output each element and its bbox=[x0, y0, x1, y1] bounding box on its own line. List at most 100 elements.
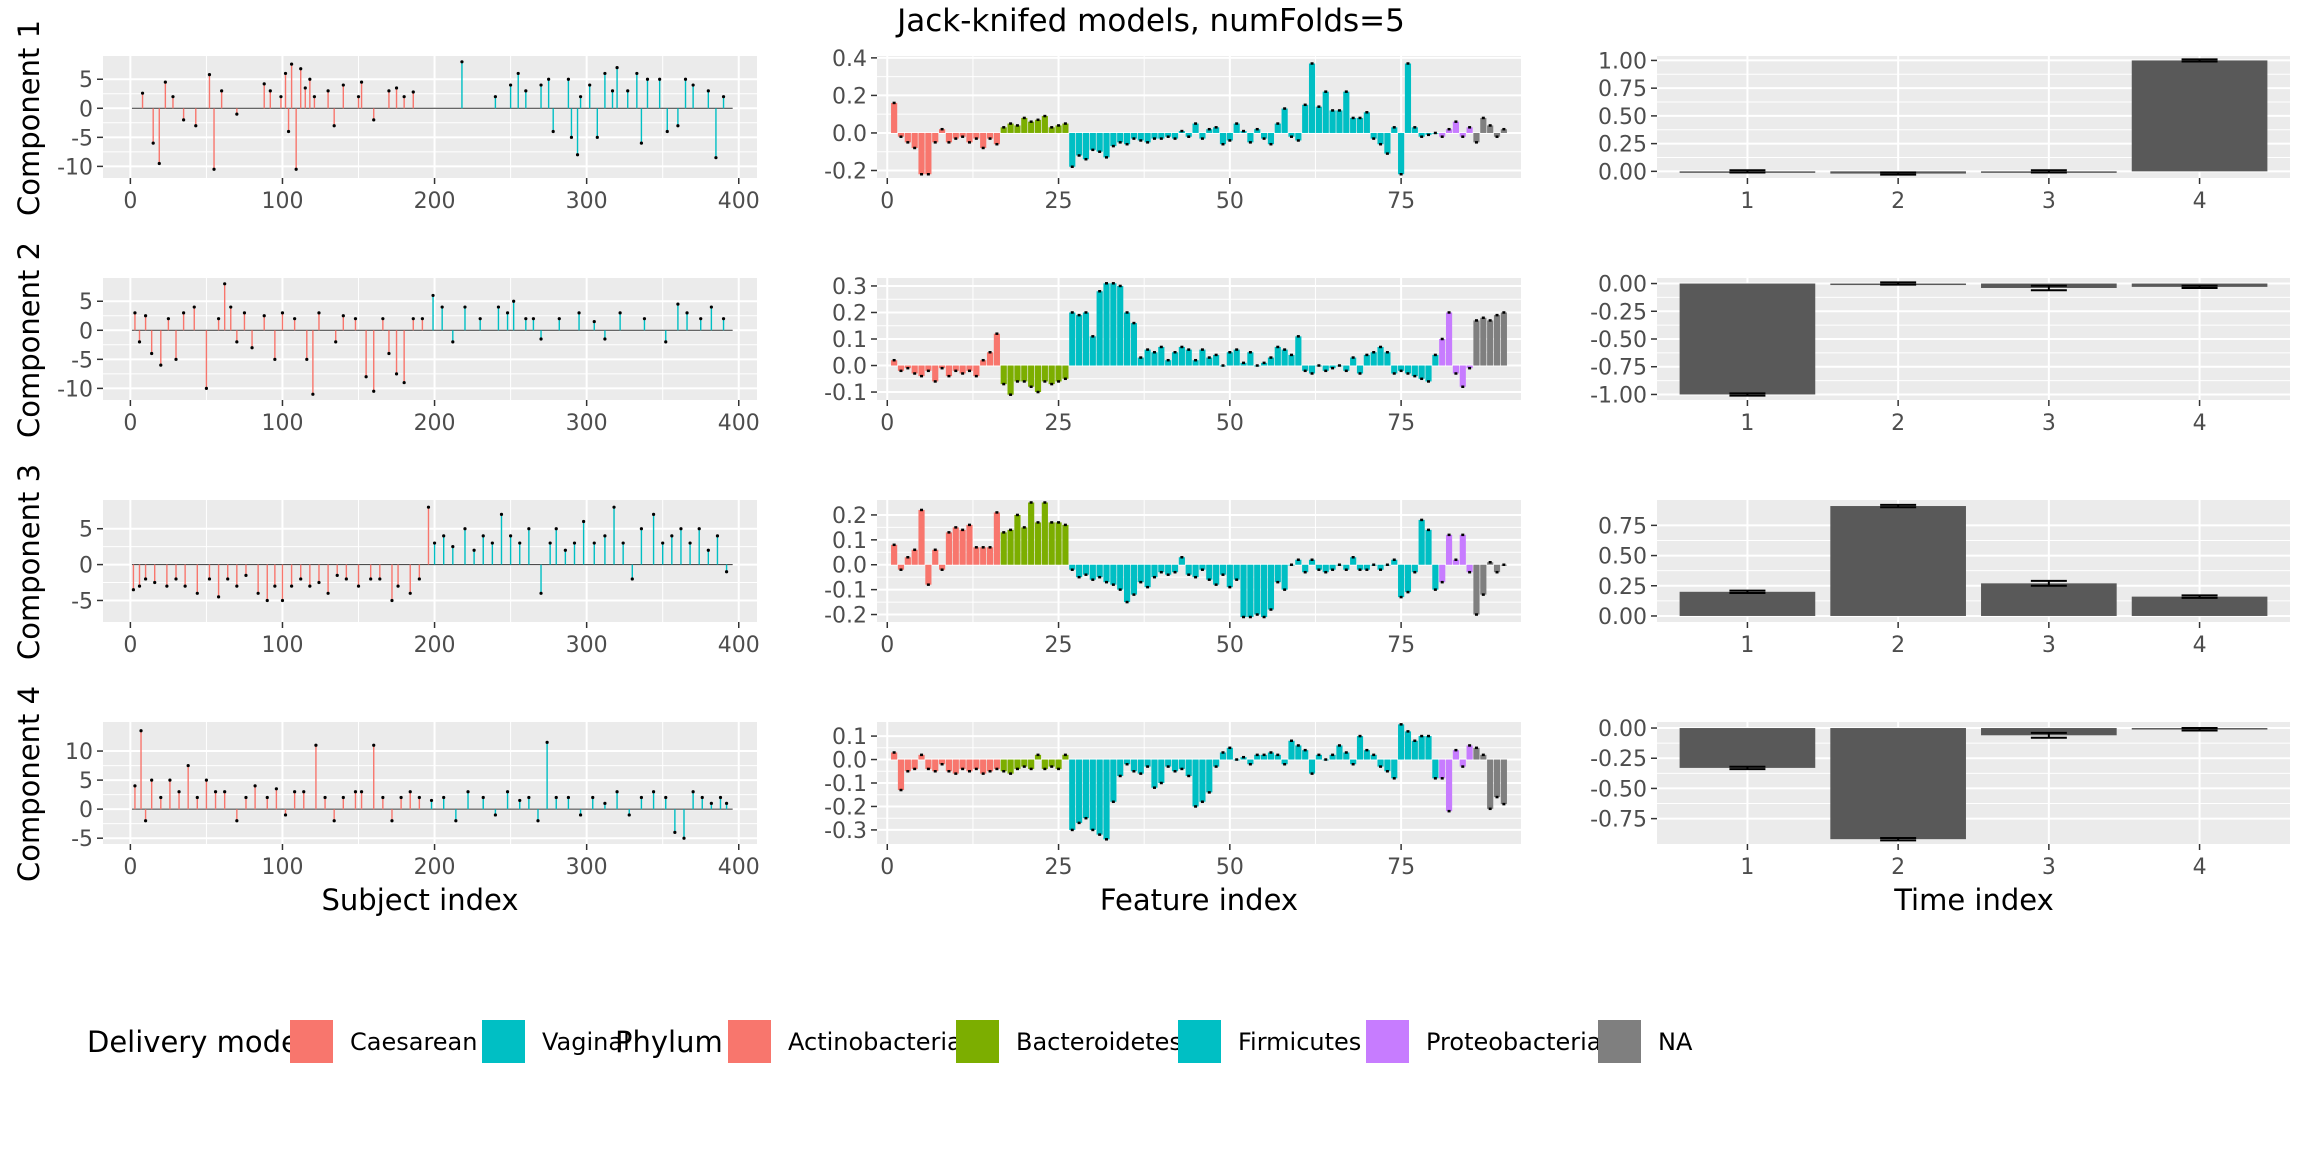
subject-c2-spike-cap bbox=[174, 357, 178, 361]
subject-c3-spike-cap bbox=[280, 598, 285, 603]
feature-c3-bar bbox=[1363, 564, 1370, 570]
subject-c2-spike-cap bbox=[166, 317, 170, 321]
subject-c1-spike-cap bbox=[235, 112, 239, 116]
feature-c1-xtick-label: 0 bbox=[880, 189, 894, 214]
feature-c4-bar bbox=[1350, 759, 1357, 765]
subject-c2-spike-cap bbox=[192, 305, 196, 309]
feature-c4-bar bbox=[1370, 754, 1377, 760]
row-label-1: Component 1 bbox=[12, 20, 46, 216]
subject-c2-xtick-label: 0 bbox=[123, 411, 137, 436]
time-c4-ytick-label: -0.50 bbox=[1590, 777, 1647, 802]
feature-c3-bar bbox=[1055, 522, 1062, 565]
feature-c4-bar bbox=[1021, 759, 1028, 767]
subject-c4-spike-cap bbox=[390, 819, 394, 823]
feature-c2-bar bbox=[1343, 365, 1350, 371]
feature-c4-bar bbox=[1041, 759, 1048, 769]
feature-c2-bar bbox=[939, 365, 946, 369]
feature-c3-xtick-label: 25 bbox=[1045, 633, 1073, 658]
feature-c4-bar bbox=[911, 759, 918, 769]
feature-c4-bar bbox=[1315, 754, 1322, 760]
time-c2-ytick-label: -1.00 bbox=[1590, 383, 1647, 408]
subject-c3-xtick-label: 300 bbox=[566, 633, 608, 658]
subject-c2-spike-cap bbox=[557, 317, 561, 321]
feature-c4-bar bbox=[1288, 740, 1295, 760]
feature-c2-bar bbox=[966, 365, 973, 371]
feature-c1-bar bbox=[1480, 117, 1487, 133]
feature-c1-bar bbox=[1007, 123, 1014, 133]
feature-c3-bar bbox=[1308, 559, 1316, 565]
feature-c3-bar bbox=[1165, 564, 1172, 575]
feature-c2-bar bbox=[1041, 365, 1048, 382]
feature-c2-bar bbox=[1356, 365, 1364, 374]
feature-c1-bar bbox=[1199, 132, 1206, 139]
feature-c2-bar bbox=[1302, 365, 1309, 371]
legend-label-firmicutes: Firmicutes bbox=[1238, 1028, 1361, 1056]
subject-c2-spike-cap bbox=[603, 337, 607, 341]
feature-c1-bar bbox=[1219, 132, 1227, 145]
subject-c3-ytick-label: 0 bbox=[79, 554, 93, 579]
subject-c3-spike-cap bbox=[195, 591, 199, 595]
feature-c1-background bbox=[877, 56, 1521, 178]
feature-c3-bar bbox=[1069, 564, 1076, 570]
feature-c1-bar bbox=[980, 132, 987, 148]
legend-label-bacteroidetes: Bacteroidetes bbox=[1016, 1028, 1182, 1056]
subject-c3-ytick-label: -5 bbox=[71, 589, 93, 614]
feature-c3-bar bbox=[904, 557, 911, 565]
legend-key-vaginal bbox=[482, 1020, 525, 1063]
subject-c4-spike-cap bbox=[700, 795, 704, 800]
feature-c2-bar bbox=[1206, 357, 1213, 366]
feature-c3-bar bbox=[1178, 557, 1185, 565]
feature-c2-ytick-label: 0.1 bbox=[832, 328, 867, 353]
feature-c3-bar bbox=[1302, 564, 1309, 573]
feature-c1-bar bbox=[1076, 132, 1083, 156]
subject-c3-spike-cap bbox=[572, 541, 577, 545]
subject-c1-spike-cap bbox=[262, 82, 266, 86]
subject-c3-spike-cap bbox=[472, 548, 476, 552]
feature-c4-bar bbox=[1069, 759, 1076, 830]
feature-c4-ytick-label: 0.1 bbox=[832, 725, 867, 750]
subject-c3-spike-cap bbox=[724, 570, 729, 574]
subject-c3-spike-cap bbox=[442, 534, 446, 538]
subject-c4-spike-cap bbox=[639, 795, 644, 800]
feature-c1-ytick-label: -0.2 bbox=[824, 159, 867, 184]
subject-c2-xtick-label: 400 bbox=[718, 411, 760, 436]
feature-c2-bar bbox=[945, 365, 953, 377]
subject-c1-spike-cap bbox=[341, 83, 345, 87]
feature-c1-bar bbox=[1322, 91, 1329, 133]
feature-c2-bar bbox=[1384, 352, 1391, 366]
feature-c1-bar bbox=[1247, 132, 1254, 143]
feature-c2-bar bbox=[1171, 352, 1179, 366]
feature-c4-bar bbox=[1014, 759, 1021, 769]
feature-c3-bar bbox=[932, 549, 939, 565]
subject-c4-spike-cap bbox=[417, 795, 421, 800]
subject-c3-spike-cap bbox=[527, 527, 531, 531]
time-c4-panel: -0.75 -0.50 -0.25 0.00 1 2 3 4 bbox=[1590, 717, 2290, 880]
feature-c1-bar bbox=[993, 132, 1000, 145]
subject-c4-spike-cap bbox=[682, 836, 686, 840]
subject-c3-spike-cap bbox=[481, 534, 485, 538]
time-c3-ytick-label: 0.75 bbox=[1598, 514, 1647, 539]
feature-c3-bar bbox=[1028, 502, 1035, 565]
feature-c3-bar bbox=[1082, 564, 1090, 575]
subject-c4-spike-cap bbox=[591, 795, 595, 800]
subject-c1-spike-cap bbox=[194, 124, 198, 128]
feature-c2-bar bbox=[1274, 346, 1281, 366]
subject-c2-spike-cap bbox=[133, 311, 137, 315]
feature-c4-bar bbox=[1199, 759, 1206, 802]
feature-c4-bar bbox=[1384, 759, 1391, 772]
subject-c3-xtick-label: 400 bbox=[718, 633, 760, 658]
subject-c4-spike-cap bbox=[253, 784, 257, 788]
feature-c1-bar bbox=[1021, 117, 1028, 133]
feature-c3-xtick-label: 0 bbox=[880, 633, 894, 658]
feature-c4-bar bbox=[891, 752, 898, 760]
subject-c2-spike-cap bbox=[451, 340, 455, 344]
subject-c1-spike-cap bbox=[706, 89, 710, 93]
feature-c3-bar bbox=[945, 532, 953, 565]
feature-c2-bar bbox=[1213, 354, 1220, 366]
subject-c2-spike-cap bbox=[524, 317, 528, 321]
subject-c2-spike-cap bbox=[182, 311, 186, 315]
subject-c4-spike-cap bbox=[213, 790, 218, 794]
subject-c4-spike-cap bbox=[536, 819, 540, 823]
feature-c1-bar bbox=[1028, 121, 1035, 133]
